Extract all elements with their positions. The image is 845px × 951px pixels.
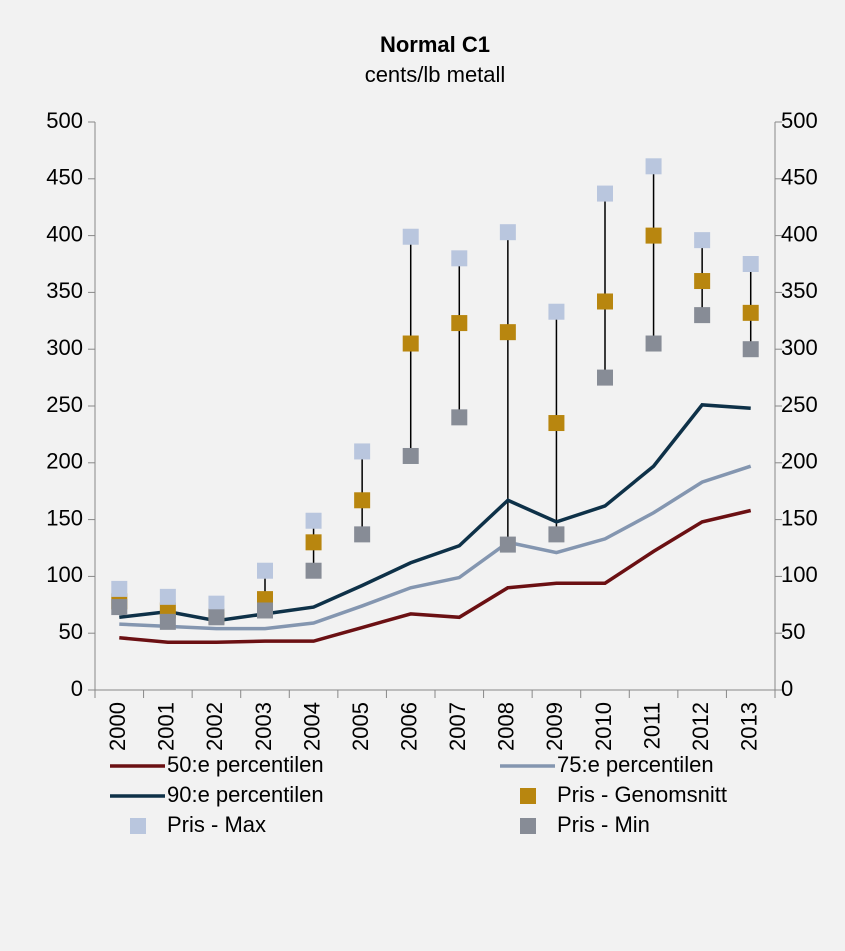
y2-tick-label: 50 <box>781 619 805 644</box>
marker <box>451 250 468 267</box>
marker <box>402 335 419 352</box>
marker <box>402 447 419 464</box>
y-tick-label: 50 <box>59 619 83 644</box>
marker <box>257 562 273 579</box>
y2-tick-label: 100 <box>781 562 818 587</box>
chart-subtitle: cents/lb metall <box>365 62 506 87</box>
marker <box>354 443 371 460</box>
y-tick-label: 350 <box>46 278 83 303</box>
line-series <box>119 403 751 623</box>
marker <box>548 303 565 320</box>
y-tick-label: 400 <box>46 221 83 246</box>
line-series <box>119 464 752 631</box>
marker <box>499 324 516 341</box>
marker <box>548 415 565 432</box>
marker <box>305 512 322 529</box>
y2-tick-label: 150 <box>781 505 818 530</box>
y-tick-label: 150 <box>46 505 83 530</box>
y-tick-label: 450 <box>46 165 83 190</box>
x-tick-label: 2012 <box>688 702 713 751</box>
y-tick-label: 200 <box>46 449 83 474</box>
x-tick-label: 2005 <box>348 702 373 751</box>
marker <box>159 613 176 630</box>
line-series <box>119 508 752 645</box>
y-tick-label: 0 <box>71 676 83 701</box>
x-tick-label: 2007 <box>445 702 470 751</box>
marker <box>111 599 128 616</box>
legend-swatch <box>130 818 146 834</box>
marker <box>451 315 468 332</box>
y2-tick-label: 250 <box>781 392 818 417</box>
y2-tick-label: 450 <box>781 165 818 190</box>
legend-swatch <box>520 818 536 834</box>
marker <box>548 526 565 543</box>
x-tick-label: 2011 <box>639 702 664 749</box>
marker <box>354 526 371 543</box>
chart-title: Normal C1 <box>380 32 490 57</box>
legend-swatch <box>520 788 536 804</box>
marker <box>354 492 371 509</box>
y2-tick-label: 0 <box>781 676 793 701</box>
marker <box>305 562 322 579</box>
marker <box>111 580 128 597</box>
legend-label: Pris - Min <box>557 812 650 837</box>
marker <box>597 369 613 386</box>
y-tick-label: 500 <box>46 108 83 133</box>
marker <box>694 307 711 324</box>
y2-tick-label: 200 <box>781 449 818 474</box>
marker <box>208 609 225 626</box>
y2-tick-label: 500 <box>781 108 818 133</box>
y2-tick-label: 350 <box>781 278 818 303</box>
x-tick-label: 2004 <box>299 702 324 751</box>
marker <box>597 185 613 202</box>
marker <box>645 335 662 352</box>
marker <box>694 273 711 290</box>
marker <box>305 534 322 551</box>
marker <box>694 232 711 249</box>
x-tick-label: 2009 <box>542 702 567 751</box>
y-tick-label: 250 <box>46 392 83 417</box>
legend-label: 75:e percentilen <box>557 752 714 777</box>
marker <box>645 227 662 244</box>
x-tick-label: 2002 <box>202 702 227 751</box>
legend-label: Pris - Genomsnitt <box>557 782 727 807</box>
y-tick-label: 100 <box>46 562 83 587</box>
marker <box>402 228 419 245</box>
x-tick-label: 2008 <box>494 702 519 751</box>
marker <box>451 409 468 426</box>
marker <box>499 224 516 241</box>
x-tick-label: 2013 <box>737 702 762 751</box>
x-tick-label: 2003 <box>251 702 276 751</box>
y2-tick-label: 400 <box>781 221 818 246</box>
marker <box>645 158 662 175</box>
legend-label: Pris - Max <box>167 812 266 837</box>
marker <box>597 293 613 310</box>
x-tick-label: 2010 <box>591 702 616 751</box>
x-tick-label: 2001 <box>154 702 179 751</box>
marker <box>742 256 759 272</box>
marker <box>159 588 176 605</box>
y2-tick-label: 300 <box>781 335 818 360</box>
marker <box>257 602 273 619</box>
legend-label: 90:e percentilen <box>167 782 324 807</box>
marker <box>208 595 225 612</box>
marker <box>742 341 759 358</box>
legend-label: 50:e percentilen <box>167 752 324 777</box>
marker <box>742 304 759 321</box>
x-tick-label: 2006 <box>397 702 422 751</box>
y-tick-label: 300 <box>46 335 83 360</box>
marker <box>499 536 516 553</box>
x-tick-label: 2000 <box>105 702 130 751</box>
